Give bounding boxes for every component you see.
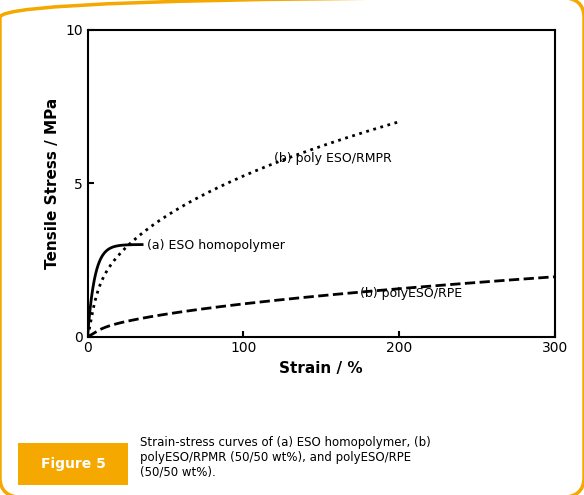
Text: (a) ESO homopolymer: (a) ESO homopolymer: [147, 239, 284, 252]
Text: Figure 5: Figure 5: [40, 457, 106, 471]
Y-axis label: Tensile Stress / MPa: Tensile Stress / MPa: [44, 98, 60, 269]
Text: (b) poly ESO/RMPR: (b) poly ESO/RMPR: [274, 151, 392, 165]
X-axis label: Strain / %: Strain / %: [279, 361, 363, 376]
Text: Strain-stress curves of (a) ESO homopolymer, (b)
polyESO/RPMR (50/50 wt%), and p: Strain-stress curves of (a) ESO homopoly…: [140, 436, 431, 479]
Text: (b) polyESO/RPE: (b) polyESO/RPE: [360, 287, 463, 299]
